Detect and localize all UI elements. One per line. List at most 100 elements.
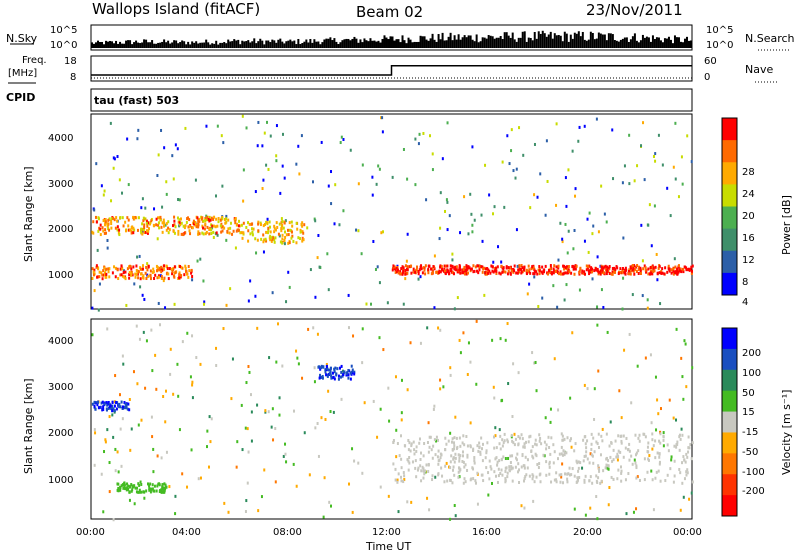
velocity-cell [162,490,165,494]
power-cell [174,270,177,274]
power-cell [544,264,547,268]
power-cell [601,268,604,272]
power-speckle [220,134,223,138]
velocity-cell [485,451,488,455]
velocity-cell [662,438,665,442]
velocity-cell [129,484,132,488]
velocity-speckle [439,328,442,332]
velocity-cell [533,480,536,484]
nsky-bar [517,37,520,48]
power-cell [688,268,691,272]
power-cell [101,277,104,281]
power-speckle [591,232,594,236]
power-speckle [378,167,381,171]
velocity-speckle [534,360,537,364]
power-cell [215,231,218,235]
power-cell [177,232,180,236]
nsky-bar [393,40,396,48]
power-cell [527,264,530,268]
power-cell [290,220,293,224]
power-speckle [174,143,177,147]
power-cell [601,269,604,273]
velocity-speckle [316,422,319,426]
velocity-cell [466,455,469,459]
velocity-speckle [657,412,660,416]
velocity-cell [486,441,489,445]
velocity-speckle [186,485,189,489]
power-cell [171,272,174,276]
power-cell [166,271,169,275]
velocity-cell [597,445,600,449]
velocity-cell [488,477,491,481]
velocity-cell [325,364,328,368]
power-cell [130,267,133,271]
velocity-speckle [245,499,248,503]
velocity-cell [559,480,562,484]
nsky-bar [237,39,240,48]
power-speckle [441,157,444,161]
nsky-bar [469,35,472,48]
nsky-bar [443,40,446,48]
velocity-cell [421,465,424,469]
power-cell [444,272,447,276]
velocity-cell [635,464,638,468]
nsky-bar [647,37,650,48]
velocity-cell [417,466,420,470]
nsky-bar [251,41,254,48]
velocity-speckle [195,356,198,360]
velocity-cell [538,439,541,443]
nsky-bar [387,39,390,48]
power-cell [219,218,222,222]
velocity-speckle [569,396,572,400]
power-cell [180,232,183,236]
power-cell [194,221,197,225]
power-cell [469,269,472,273]
power-cell [663,272,666,276]
velocity-speckle [635,507,638,511]
power-speckle [241,114,244,118]
velocity-cell [531,445,534,449]
velocity-cell [672,480,675,484]
nsky-bar [259,38,262,48]
velocity-cell [142,490,145,494]
velocity-cell [447,439,450,443]
velocity-speckle [656,398,659,402]
velocity-speckle [235,465,238,469]
velocity-cell [125,488,128,492]
velocity-cell [107,406,110,410]
velocity-cell [102,405,105,409]
power-cell [214,225,217,229]
power-cell [465,272,468,276]
power-speckle [263,131,266,135]
power-cell [108,217,111,221]
power-cell [157,274,160,278]
nsky-bar [381,38,384,48]
nsky-bar [525,41,528,48]
velocity-speckle [120,464,123,468]
nsky-bar [455,39,458,48]
nsky-bar [499,36,502,48]
velocity-cell [449,460,452,464]
power-cell [270,236,273,240]
velocity-cell [511,439,514,443]
velocity-cell [422,454,425,458]
power-speckle [284,219,287,223]
velocity-cell [678,448,681,452]
nsky-bar [337,44,340,48]
velocity-cell [459,454,462,458]
velocity-colorbar-frame [721,327,738,517]
velocity-speckle [152,470,155,474]
velocity-cell [413,448,416,452]
power-speckle [372,239,375,243]
power-cell [303,223,306,227]
nsky-bar [207,42,210,48]
nsky-bar [383,35,386,48]
power-speckle [247,299,250,303]
power-speckle [317,233,320,237]
power-cell [188,269,191,273]
velocity-cell [437,449,440,453]
power-speckle [539,172,542,176]
power-cell [210,223,213,227]
power-cell [152,267,155,271]
power-cell [236,228,239,232]
